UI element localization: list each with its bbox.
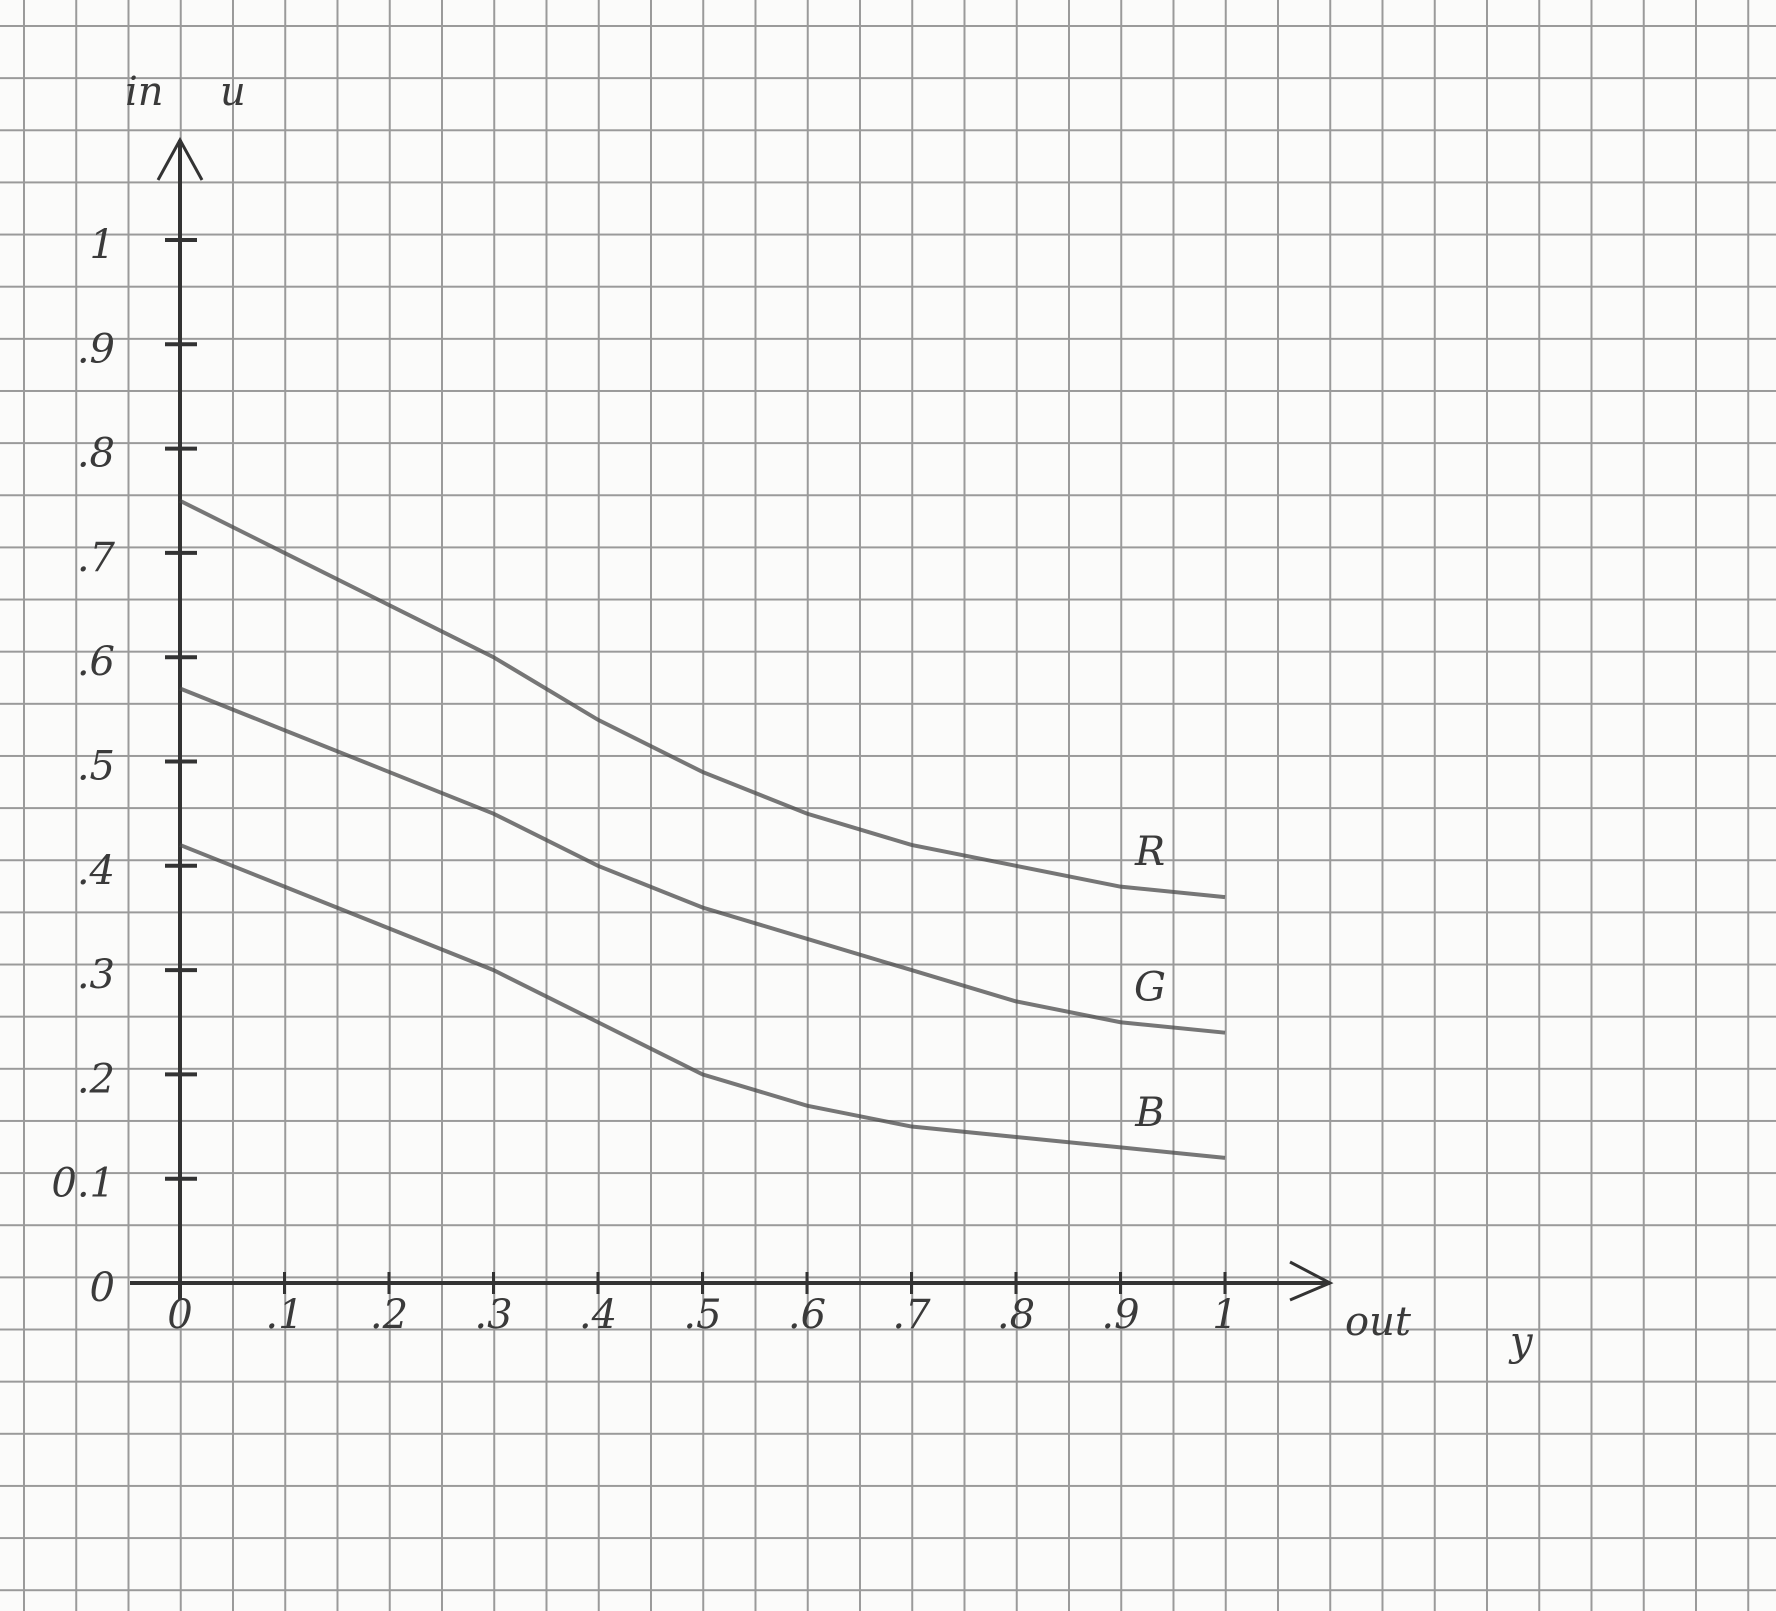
x-symbol: y (1508, 1319, 1534, 1365)
y-tick-label: .3 (77, 952, 115, 998)
x-tick-label: .6 (788, 1292, 826, 1338)
y-arrow (156, 136, 204, 181)
x-tick-label: .8 (997, 1292, 1035, 1338)
x-tick-label: .3 (474, 1292, 512, 1338)
x-tick-label: 0 (167, 1292, 192, 1338)
x-tick-label: 1 (1212, 1292, 1237, 1338)
x-label: out (1345, 1299, 1412, 1345)
series-name: R (1134, 829, 1165, 875)
series-line (179, 686, 1226, 1035)
y-tick-label: .6 (77, 639, 115, 685)
y-tick-label: 1 (90, 222, 115, 268)
x-tick-label: .2 (370, 1292, 408, 1338)
y-symbol: u (220, 69, 246, 115)
y-label: in (125, 69, 164, 115)
y-tick-label: .9 (77, 326, 115, 372)
y-tick-label: 0 (90, 1265, 115, 1311)
y-tick-label: .4 (77, 848, 115, 894)
x-tick-label: .1 (265, 1292, 303, 1338)
y-tick-label: .8 (77, 431, 115, 477)
series-name: B (1134, 1090, 1164, 1136)
y-tick-label: 0.1 (51, 1161, 115, 1207)
y-tick-label: .5 (77, 744, 115, 790)
x-tick-label: .9 (1101, 1292, 1139, 1338)
x-tick-label: .7 (892, 1292, 931, 1338)
x-tick-label: .5 (683, 1292, 721, 1338)
x-tick-label: .4 (579, 1292, 617, 1338)
series-line (179, 843, 1226, 1160)
y-tick-label: .2 (77, 1056, 115, 1102)
series-line (179, 498, 1226, 900)
x-arrow (1289, 1260, 1334, 1302)
series-name: G (1134, 965, 1166, 1011)
y-tick-label: .7 (77, 535, 116, 581)
